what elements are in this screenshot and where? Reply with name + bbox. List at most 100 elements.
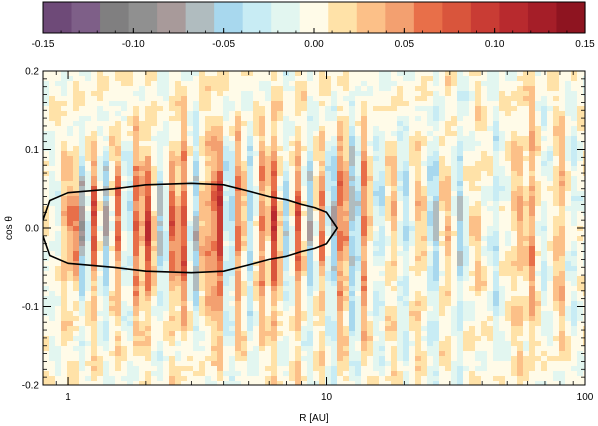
heatmap-cell [367,126,374,132]
heatmap-cell [301,226,308,232]
heatmap-cell [259,116,266,122]
heatmap-cell [463,206,470,212]
heatmap-cell [217,236,224,242]
heatmap-cell [469,166,476,172]
heatmap-cell [355,206,362,212]
heatmap-cell [391,271,398,277]
heatmap-cell [385,311,392,317]
heatmap-cell [583,201,585,207]
heatmap-cell [115,241,122,247]
heatmap-cell [505,146,512,152]
heatmap-cell [343,116,350,122]
heatmap-cell [457,136,464,142]
heatmap-cell [91,121,98,127]
heatmap-cell [421,246,428,252]
heatmap-cell [499,311,506,317]
heatmap-cell [571,321,578,327]
heatmap-cell [361,156,368,162]
heatmap-cell [547,286,554,292]
heatmap-cell [421,156,428,162]
heatmap-cell [109,281,116,287]
heatmap-cell [439,161,446,167]
colorbar-segment [214,2,244,33]
heatmap-cell [175,186,182,192]
heatmap-cell [433,271,440,277]
heatmap-cell [511,316,518,322]
heatmap-cell [295,186,302,192]
heatmap-cell [121,311,128,317]
heatmap-cell [403,266,410,272]
heatmap-cell [559,86,566,92]
heatmap-cell [151,261,158,267]
heatmap-cell [481,251,488,257]
heatmap-cell [433,291,440,297]
heatmap-cell [133,271,140,277]
heatmap-cell [169,131,176,137]
heatmap-cell [559,316,566,322]
heatmap-cell [271,331,278,337]
heatmap-cell [361,76,368,82]
heatmap-cell [403,126,410,132]
heatmap-cell [307,186,314,192]
heatmap-cell [349,316,356,322]
heatmap-cell [331,271,338,277]
heatmap-cell [97,161,104,167]
heatmap-cell [223,91,230,97]
heatmap-cell [301,76,308,82]
heatmap-cell [85,326,92,332]
heatmap-cell [229,116,236,122]
heatmap-cell [247,221,254,227]
heatmap-cell [499,216,506,222]
heatmap-cell [85,236,92,242]
heatmap-cell [325,246,332,252]
heatmap-cell [307,306,314,312]
heatmap-cell [277,81,284,87]
heatmap-cell [493,321,500,327]
heatmap-cell [307,111,314,117]
heatmap-cell [151,306,158,312]
heatmap-cell [361,251,368,257]
heatmap-cell [553,141,560,147]
heatmap-cell [109,181,116,187]
heatmap-cell [559,161,566,167]
heatmap-cell [529,216,536,222]
heatmap-cell [139,146,146,152]
heatmap-cell [433,106,440,112]
heatmap-cell [241,71,248,77]
heatmap-cell [445,111,452,117]
heatmap-cell [181,116,188,122]
heatmap-cell [169,336,176,342]
heatmap-cell [565,106,572,112]
heatmap-cell [223,146,230,152]
heatmap-cell [361,296,368,302]
heatmap-cell [343,96,350,102]
heatmap-cell [331,316,338,322]
heatmap-cell [97,306,104,312]
heatmap-cell [217,136,224,142]
heatmap-cell [139,111,146,117]
heatmap-cell [181,126,188,132]
heatmap-cell [109,291,116,297]
heatmap-cell [463,86,470,92]
heatmap-cell [511,126,518,132]
heatmap-cell [259,276,266,282]
heatmap-cell [481,146,488,152]
heatmap-cell [91,266,98,272]
heatmap-cell [211,306,218,312]
heatmap-cell [223,276,230,282]
heatmap-cell [259,101,266,107]
heatmap-cell [541,106,548,112]
heatmap-cell [439,276,446,282]
heatmap-cell [139,261,146,267]
heatmap-cell [97,76,104,82]
heatmap-cell [181,271,188,277]
heatmap-cell [301,211,308,217]
heatmap-cell [349,276,356,282]
heatmap-cell [169,86,176,92]
heatmap-cell [487,256,494,262]
heatmap-cell [493,326,500,332]
heatmap-cell [145,211,152,217]
heatmap-cell [349,76,356,82]
heatmap-cell [127,121,134,127]
heatmap-cell [523,236,530,242]
